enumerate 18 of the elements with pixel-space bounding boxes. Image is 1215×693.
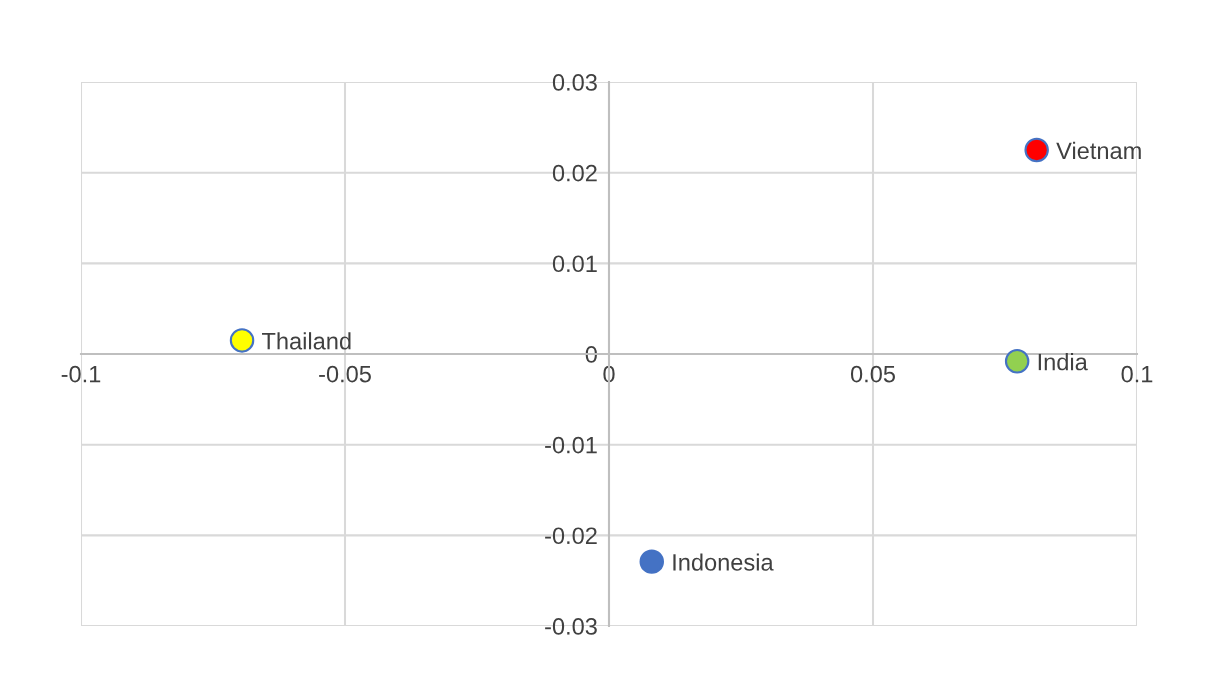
y-tick-label: -0.02 [545,527,597,545]
point [1024,137,1049,163]
y-tick-label: 0.03 [552,74,597,91]
point [229,328,255,353]
x-tick-label: -0.05 [319,365,371,383]
x-tick-label: 0.1 [1121,365,1153,383]
series-label: Thailand [262,332,351,350]
x-tick-label: 0.05 [850,365,895,383]
y-tick-label: -0.01 [545,436,597,454]
series-label: Vietnam [1056,141,1141,160]
point [1004,349,1030,374]
x-tick-label: -0.1 [61,365,101,383]
series-label: Indonesia [673,553,774,571]
series-label: India [1038,353,1088,371]
point [639,549,665,574]
y-tick-label: -0.03 [545,618,597,635]
y-tick-label: 0.01 [552,255,597,273]
y-tick-label: 0.02 [552,164,597,182]
